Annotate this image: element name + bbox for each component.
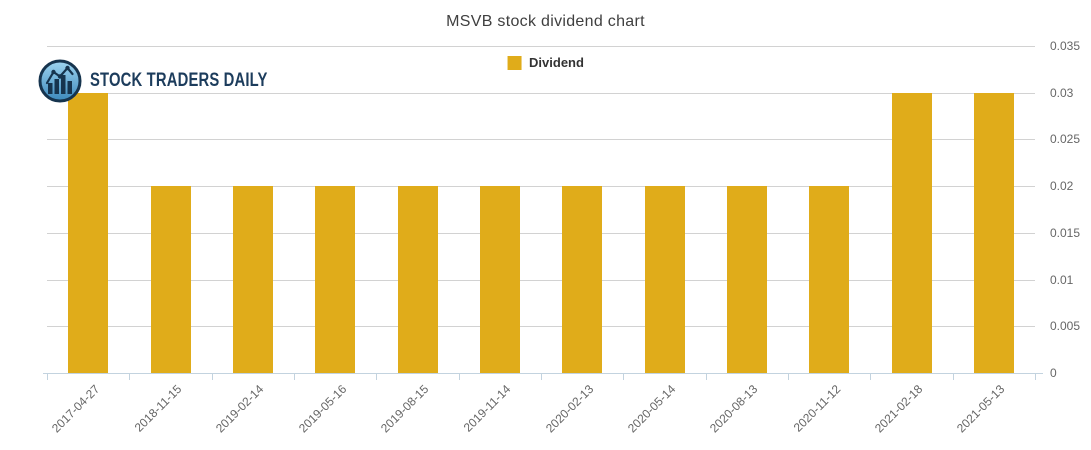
x-axis-label: 2020-08-13 bbox=[707, 382, 761, 436]
y-axis-label: 0.01 bbox=[1050, 272, 1074, 287]
dividend-bar[interactable] bbox=[973, 92, 1014, 373]
dividend-bar[interactable] bbox=[232, 186, 273, 373]
y-axis-label: 0.025 bbox=[1050, 132, 1081, 147]
dividend-bar[interactable] bbox=[891, 92, 932, 373]
dividend-bar[interactable] bbox=[562, 186, 603, 373]
x-axis-tick bbox=[458, 374, 460, 380]
y-axis-label: 0.03 bbox=[1050, 85, 1074, 100]
gridline bbox=[47, 326, 1035, 328]
dividend-bar[interactable] bbox=[809, 186, 850, 373]
x-axis-tick bbox=[952, 374, 954, 380]
x-axis-tick bbox=[294, 374, 295, 380]
y-axis-label: 0 bbox=[1050, 366, 1057, 380]
x-axis-tick bbox=[623, 374, 625, 380]
brand-name: STOCK TRADERS DAILY bbox=[90, 70, 268, 91]
x-axis-line bbox=[43, 373, 1043, 374]
x-axis-label: 2017-04-27 bbox=[48, 382, 103, 436]
gridline bbox=[47, 232, 1035, 234]
y-axis-label: 0.005 bbox=[1050, 319, 1081, 334]
y-axis-label: 0.02 bbox=[1050, 179, 1074, 194]
dividend-bar[interactable] bbox=[68, 92, 109, 373]
x-axis-tick bbox=[1035, 374, 1036, 380]
brand-logo[interactable]: STOCK TRADERS DAILY bbox=[37, 58, 318, 104]
dividend-bar[interactable] bbox=[397, 186, 438, 373]
dividend-bar[interactable] bbox=[479, 186, 520, 373]
stock-traders-daily-logo-icon bbox=[38, 59, 82, 103]
dividend-bar[interactable] bbox=[726, 186, 767, 373]
x-axis-tick bbox=[788, 374, 789, 380]
legend-label: Dividend bbox=[529, 55, 584, 70]
x-axis-label: 2019-05-16 bbox=[295, 382, 350, 436]
gridline bbox=[47, 279, 1035, 281]
x-axis-label: 2021-05-13 bbox=[954, 382, 1008, 436]
x-axis-tick bbox=[47, 374, 48, 380]
x-axis-label: 2019-08-15 bbox=[378, 382, 432, 436]
chart-title: MSVB stock dividend chart bbox=[446, 13, 645, 30]
dividend-bar[interactable] bbox=[315, 186, 356, 373]
x-axis-label: 2019-02-14 bbox=[213, 382, 267, 436]
x-axis-label: 2019-11-14 bbox=[461, 382, 514, 435]
y-axis-label: 0.035 bbox=[1050, 39, 1081, 53]
gridline bbox=[47, 139, 1035, 141]
dividend-bar[interactable] bbox=[644, 186, 685, 373]
dividend-bar[interactable] bbox=[150, 186, 191, 373]
y-axis-label: 0.015 bbox=[1050, 225, 1081, 240]
legend-swatch-dividend bbox=[507, 55, 522, 70]
x-axis-label: 2020-05-14 bbox=[625, 382, 679, 436]
gridline bbox=[47, 46, 1035, 47]
x-axis-tick bbox=[541, 374, 542, 380]
x-axis-tick bbox=[211, 374, 213, 380]
gridline bbox=[47, 186, 1035, 188]
x-axis-label: 2018-11-15 bbox=[131, 382, 185, 435]
x-axis-label: 2020-11-12 bbox=[790, 382, 844, 435]
x-axis-tick bbox=[376, 374, 378, 380]
x-axis-tick bbox=[129, 374, 131, 380]
legend-item-dividend[interactable]: Dividend bbox=[507, 55, 584, 70]
x-axis-tick bbox=[870, 374, 872, 380]
x-axis-label: 2021-02-18 bbox=[872, 382, 926, 436]
x-axis-tick bbox=[705, 374, 707, 380]
x-axis-label: 2020-02-13 bbox=[542, 382, 597, 436]
gridline bbox=[47, 92, 1035, 94]
